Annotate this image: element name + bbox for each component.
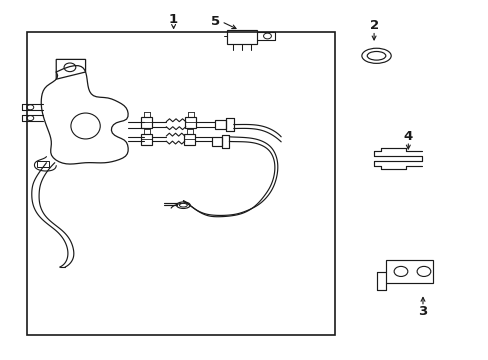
Text: 5: 5: [210, 15, 219, 28]
Text: 3: 3: [418, 305, 427, 318]
Text: 1: 1: [169, 13, 178, 26]
Bar: [215, 120, 226, 129]
Bar: [37, 161, 49, 167]
Bar: [386, 260, 432, 283]
Bar: [185, 117, 196, 128]
Text: 4: 4: [403, 130, 412, 143]
Bar: [211, 137, 222, 146]
Bar: [227, 30, 256, 44]
Bar: [141, 117, 152, 128]
Bar: [141, 134, 152, 145]
Text: 2: 2: [369, 19, 378, 32]
Bar: [27, 32, 334, 335]
Bar: [184, 134, 195, 145]
